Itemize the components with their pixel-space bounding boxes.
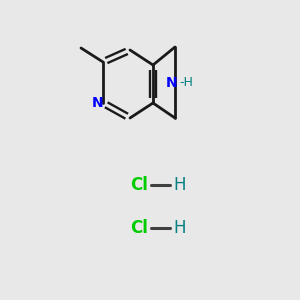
Text: N: N [165,76,177,90]
Text: Cl: Cl [130,219,148,237]
Text: H: H [173,219,185,237]
Text: H: H [173,176,185,194]
Text: N: N [92,96,104,110]
Text: -H: -H [179,76,193,89]
Text: Cl: Cl [130,176,148,194]
